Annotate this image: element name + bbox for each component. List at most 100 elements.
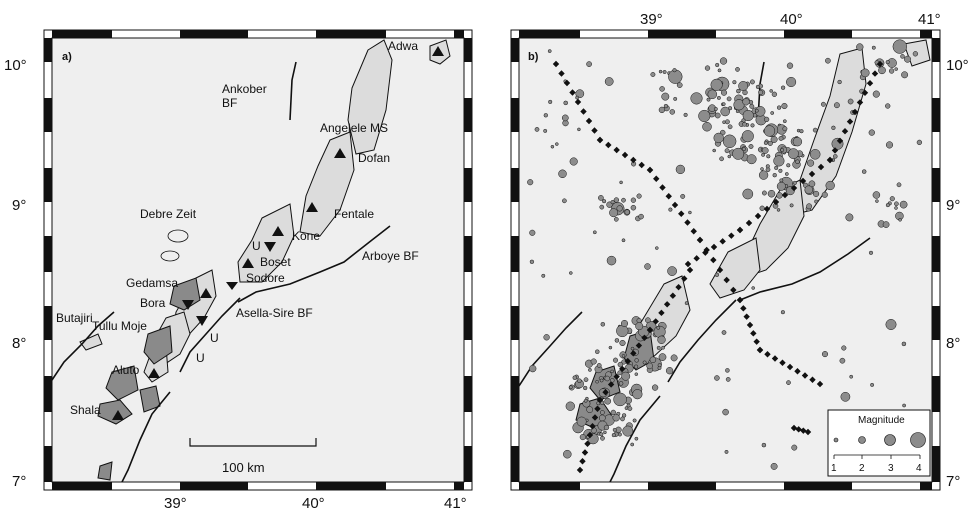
seismic-event [872, 191, 881, 199]
seismic-event [604, 375, 611, 382]
adwa-label: Adwa [388, 39, 418, 53]
seismic-event [788, 148, 799, 159]
seismic-event [765, 164, 770, 169]
station-diamond [804, 428, 812, 436]
seismic-event [600, 410, 605, 415]
seismic-event [741, 130, 754, 143]
seismic-event [561, 114, 569, 122]
seismic-event [742, 147, 746, 152]
seismic-event [543, 113, 548, 118]
fault-b-south [609, 395, 661, 482]
seismic-event [645, 317, 651, 324]
seismic-event [565, 401, 575, 411]
seismic-event [657, 363, 662, 368]
seismic-event [786, 76, 797, 88]
seismic-event [776, 181, 786, 191]
scale-bar: 100 km [189, 438, 317, 475]
seismic-event [899, 200, 908, 209]
seismic-event [780, 310, 785, 315]
station-diamond [809, 376, 816, 383]
legend-symbol-2 [858, 436, 866, 444]
seismic-event [655, 246, 659, 250]
seismic-event [606, 255, 617, 266]
seismic-event [683, 112, 688, 117]
seismic-event [661, 345, 665, 350]
station-diamond [790, 184, 798, 192]
seismic-event [649, 356, 657, 364]
seismic-event [837, 79, 842, 85]
seismic-event [742, 121, 747, 127]
seismic-event [550, 144, 555, 149]
station-diamond [719, 238, 726, 245]
station-diamond [621, 151, 629, 159]
seismic-event [789, 203, 794, 208]
shala-volcano [112, 410, 124, 420]
seismic-event [767, 140, 773, 146]
seismic-event [894, 67, 898, 71]
station-diamond [795, 426, 802, 433]
station-diamond [659, 184, 666, 191]
debre-zeit-crater-2 [160, 250, 180, 262]
seismic-event [622, 425, 634, 437]
seismic-event [669, 109, 676, 115]
seismic-event [870, 382, 875, 387]
seismic-event [727, 124, 733, 130]
panel-a-frame-seg-right [464, 306, 472, 340]
seismic-event [847, 98, 854, 105]
panel-a-frame-seg-left [44, 376, 52, 412]
panel-a-frame-seg-left [44, 446, 52, 482]
station-diamond [652, 318, 659, 325]
seismic-event [619, 180, 623, 185]
seismic-event [725, 377, 731, 382]
seismic-event [620, 319, 629, 328]
station-diamond [671, 201, 679, 209]
station-diamond [764, 351, 771, 358]
seismic-event [892, 39, 907, 54]
seismic-event [833, 154, 838, 159]
seismic-event [576, 416, 587, 427]
station-diamond [799, 177, 807, 185]
seismic-event [636, 193, 642, 199]
seismic-event [673, 96, 678, 101]
seismic-event [875, 199, 879, 203]
panel-b-frame-seg-right [932, 38, 940, 62]
fentale-label: Fentale [334, 207, 374, 221]
station-diamond [736, 226, 744, 234]
seismic-event [609, 208, 619, 218]
seismic-event [750, 123, 755, 128]
seismic-event [713, 132, 724, 144]
gedamsa-label: Gedamsa [126, 276, 178, 290]
seismic-event [742, 89, 748, 96]
seismic-event [661, 92, 670, 101]
seismic-event [763, 140, 768, 145]
panel-b-frame-seg-top [784, 30, 852, 38]
station-diamond [790, 424, 798, 432]
seismic-event [529, 364, 537, 373]
seismic-event [786, 380, 791, 385]
seismic-event [579, 434, 586, 441]
seismic-event [758, 170, 769, 180]
seismic-event [727, 154, 732, 159]
station-diamond [861, 89, 869, 96]
panel-a-frame-seg-right [464, 376, 472, 412]
seismic-event [668, 207, 673, 212]
seismic-event [781, 102, 788, 110]
lat-label-b-8: 8° [946, 335, 960, 352]
lon-label-a-39: 39° [164, 495, 187, 512]
station-diamond [702, 249, 709, 256]
seismic-event [614, 338, 620, 343]
seismic-event [642, 360, 647, 365]
seismic-event [630, 204, 637, 211]
station-diamond [750, 330, 757, 337]
seismic-event [603, 430, 607, 435]
panel-b-frame-seg-top [920, 30, 932, 38]
seismic-event [898, 218, 902, 222]
dark-field-b-2 [589, 365, 621, 401]
panel-a-frame-seg-bottom [52, 482, 112, 490]
seismic-event [724, 449, 729, 454]
seismic-event [604, 77, 614, 86]
legend-symbol-1 [833, 437, 839, 443]
seismic-event [776, 208, 781, 212]
tullu-moje-label: Tullu Moje [92, 319, 147, 333]
panel-b-frame-seg-left [511, 446, 519, 482]
